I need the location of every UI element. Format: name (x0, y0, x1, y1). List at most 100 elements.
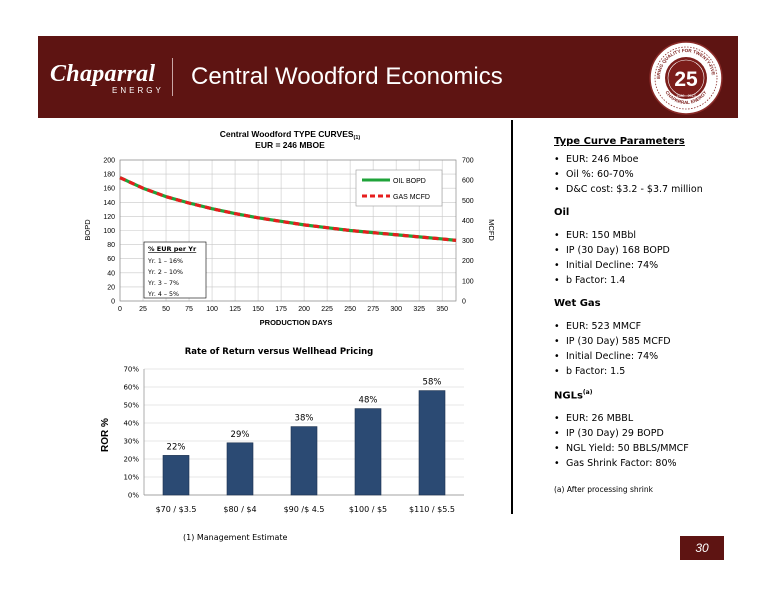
chart1-x-tick-label: 0 (118, 306, 122, 313)
chart1-y2-tick-label: 300 (462, 238, 474, 245)
list-item: EUR: 26 MBBL (554, 411, 734, 426)
parameters-panel: Type Curve Parameters EUR: 246 Mboe Oil … (554, 136, 734, 494)
ngls-footnote: (a) After processing shrink (554, 485, 653, 495)
chart1-y2label: MCFD (487, 219, 496, 241)
ror-bar (290, 426, 318, 496)
chart1-x-tick-label: 50 (162, 306, 170, 313)
type-curve-heading: Type Curve Parameters (554, 136, 685, 147)
chart2-y-tick-label: 20% (123, 456, 139, 464)
ngls-heading-text: NGLs (554, 390, 583, 402)
ngls-heading: NGLs(a) (554, 389, 734, 401)
ror-bar (162, 455, 190, 496)
chart1-y2-tick-label: 400 (462, 218, 474, 225)
anniversary-seal-icon: 25 DELIVERING QUALITY FOR TWENTY-FIVE YE… (648, 40, 723, 115)
list-item: b Factor: 1.5 (554, 364, 734, 379)
chart1-y-tick-label: 160 (103, 186, 115, 193)
oil-list: EUR: 150 MBbl IP (30 Day) 168 BOPD Initi… (554, 228, 734, 288)
svg-text:Central Woodford TYPE CURVES(1: Central Woodford TYPE CURVES(1) (220, 129, 361, 141)
wet-gas-heading: Wet Gas (554, 298, 601, 309)
chart2-y-tick-label: 60% (123, 384, 139, 392)
chart1-y-tick-label: 100 (103, 228, 115, 235)
ror-category-label: $100 / $5 (349, 505, 387, 514)
annotation-line: Yr. 3 – 7% (147, 280, 179, 287)
list-item: Initial Decline: 74% (554, 258, 734, 273)
chart1-y2-tick-label: 700 (462, 158, 474, 165)
list-item: b Factor: 1.4 (554, 273, 734, 288)
chart1-y-tick-label: 180 (103, 172, 115, 179)
chart1-x-tick-label: 275 (367, 306, 379, 313)
chart1-y-tick-label: 40 (107, 270, 115, 277)
ngls-list: EUR: 26 MBBL IP (30 Day) 29 BOPD NGL Yie… (554, 411, 734, 471)
eur-annotation-box: % EUR per Yr Yr. 1 – 16% Yr. 2 – 10% Yr.… (143, 241, 207, 299)
ror-bar-chart: Rate of Return versus Wellhead Pricing 0… (100, 347, 464, 514)
chart1-y2-tick-label: 500 (462, 198, 474, 205)
chart1-y-tick-label: 120 (103, 214, 115, 221)
list-item: IP (30 Day) 168 BOPD (554, 243, 734, 258)
chart1-x-tick-label: 125 (229, 306, 241, 313)
chart1-y-tick-label: 140 (103, 200, 115, 207)
seal-number: 25 (674, 68, 698, 91)
chart1-x-tick-label: 200 (298, 306, 310, 313)
logo-subtext: ENERGY (112, 86, 164, 95)
chart1-y-tick-label: 0 (111, 299, 115, 306)
legend-gas-label: GAS MCFD (393, 194, 430, 201)
seal-years: 1988 · 2013 (676, 94, 695, 98)
ror-data-label: 38% (295, 414, 314, 424)
list-item: Oil %: 60-70% (554, 167, 734, 182)
list-item: Initial Decline: 74% (554, 349, 734, 364)
chart1-x-tick-label: 300 (390, 306, 402, 313)
ror-data-label: 22% (167, 442, 186, 452)
chart1-x-tick-label: 250 (344, 306, 356, 313)
header-divider (172, 58, 173, 96)
type-curve-list: EUR: 246 Mboe Oil %: 60-70% D&C cost: $3… (554, 152, 734, 197)
list-item: Gas Shrink Factor: 80% (554, 456, 734, 471)
chart1-x-tick-label: 225 (321, 306, 333, 313)
chart1-title: Central Woodford TYPE CURVES (220, 129, 354, 139)
chart2-y-tick-label: 10% (123, 474, 139, 482)
chart1-plot-frame (119, 159, 457, 302)
list-item: EUR: 150 MBbl (554, 228, 734, 243)
chart2-y-tick-label: 50% (123, 402, 139, 410)
chart1-x-tick-label: 150 (252, 306, 264, 313)
chart1-legend: OIL BOPD GAS MCFD (355, 169, 443, 207)
chart1-ylabel: BOPD (83, 219, 92, 241)
management-estimate-note: (1) Management Estimate (183, 533, 288, 542)
page-title: Central Woodford Economics (191, 63, 503, 90)
ngls-heading-sup: (a) (582, 389, 593, 396)
ror-data-label: 58% (423, 378, 442, 388)
chart2-ylabel: ROR % (100, 418, 111, 452)
chart2-y-tick-label: 30% (123, 438, 139, 446)
ror-bar (354, 408, 382, 496)
oil-heading: Oil (554, 207, 570, 218)
ror-category-label: $70 / $3.5 (156, 505, 197, 514)
chart1-y-tick-label: 200 (103, 158, 115, 165)
ror-category-label: $90 /$ 4.5 (284, 505, 325, 514)
annotation-line: Yr. 4 – 5% (147, 291, 179, 298)
chart1-title-sub: (1) (354, 135, 361, 141)
ror-bar (226, 442, 254, 496)
legend-oil-label: OIL BOPD (393, 178, 426, 185)
chart1-y-tick-label: 20 (107, 284, 115, 291)
chart2-y-tick-label: 0% (128, 492, 139, 500)
chart1-y-tick-label: 60 (107, 256, 115, 263)
type-curve-chart: Central Woodford TYPE CURVES(1) EUR = 24… (83, 129, 496, 327)
chart1-xlabel: PRODUCTION DAYS (260, 318, 333, 327)
annotation-line: Yr. 2 – 10% (147, 269, 183, 276)
ror-category-label: $110 / $5.5 (409, 505, 455, 514)
chart2-y-tick-label: 70% (123, 366, 139, 374)
chart1-y2-tick-label: 0 (462, 299, 466, 306)
ror-data-label: 48% (359, 396, 378, 406)
chart1-x-tick-label: 175 (275, 306, 287, 313)
list-item: EUR: 523 MMCF (554, 319, 734, 334)
chart1-x-tick-label: 325 (413, 306, 425, 313)
annotation-title: % EUR per Yr (148, 245, 197, 253)
list-item: IP (30 Day) 585 MCFD (554, 334, 734, 349)
wet-gas-list: EUR: 523 MMCF IP (30 Day) 585 MCFD Initi… (554, 319, 734, 379)
company-logo: Chaparral ENERGY (50, 62, 164, 96)
chart1-x-tick-label: 75 (185, 306, 193, 313)
ror-category-label: $80 / $4 (223, 505, 256, 514)
annotation-line: Yr. 1 – 16% (147, 258, 183, 265)
chart1-y2-tick-label: 200 (462, 258, 474, 265)
chart1-y2-tick-label: 600 (462, 178, 474, 185)
chart1-y-tick-label: 80 (107, 242, 115, 249)
